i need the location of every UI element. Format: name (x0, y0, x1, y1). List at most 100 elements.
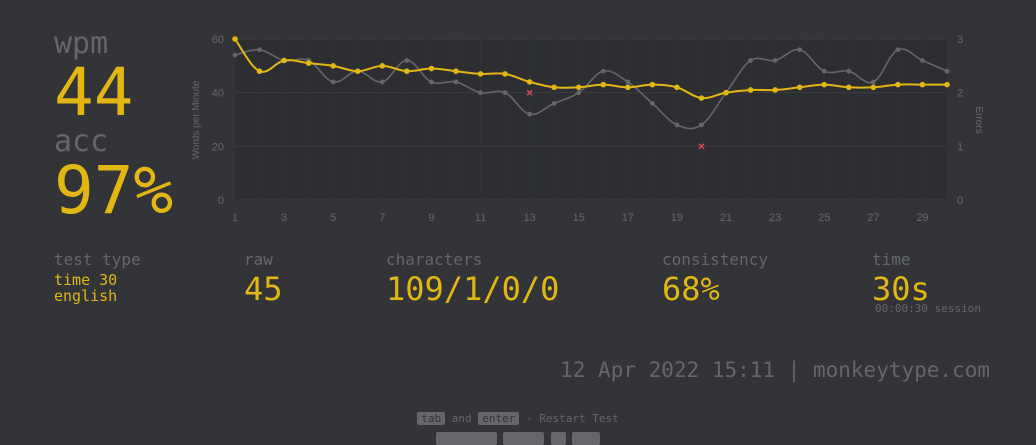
test-type-mode: time 30 (54, 271, 118, 289)
raw-point (576, 90, 582, 96)
chart-x-ticks: 1 3 5 7 9 11 13 15 17 19 21 23 25 27 29 (232, 212, 929, 224)
enter-key: enter (478, 412, 520, 425)
error-cross-stroke (526, 89, 533, 96)
acc-label: acc (54, 124, 109, 159)
x-tick-label: 5 (330, 212, 336, 224)
raw-point (257, 47, 262, 53)
wpm-point (895, 81, 901, 88)
wpm-point (477, 71, 484, 77)
x-tick-label: 9 (428, 212, 434, 224)
test-type-title: test type (54, 250, 141, 269)
wpm-point (453, 68, 459, 74)
wpm-point (674, 84, 680, 91)
raw-point (870, 79, 876, 85)
time-title: time (872, 250, 911, 269)
raw-point (527, 111, 533, 117)
x-tick-label: 7 (379, 212, 385, 224)
characters-value: 109/1/0/0 (386, 270, 560, 308)
wpm-point (404, 68, 410, 74)
consistency-value: 68% (662, 270, 720, 308)
x-tick-label: 21 (720, 212, 732, 224)
restart-text: - Restart Test (526, 412, 619, 425)
acc-value: 97% (54, 152, 174, 229)
raw-value: 45 (244, 270, 283, 308)
x-tick-label: 11 (475, 212, 486, 224)
wpm-point (428, 65, 435, 72)
raw-point (821, 68, 827, 74)
x-tick-label: 13 (523, 212, 535, 224)
wpm-point (919, 81, 926, 88)
raw-point (625, 79, 631, 85)
wpm-point (305, 60, 312, 66)
x-tick-label: 15 (573, 212, 585, 224)
raw-point (379, 79, 385, 85)
wpm-point (944, 81, 950, 88)
x-tick-label: 27 (867, 212, 879, 224)
raw-point (699, 122, 704, 128)
hint-and-text: and (451, 412, 472, 425)
wpm-label: wpm (54, 26, 109, 61)
error-cross-stroke (698, 143, 705, 150)
wpm-value: 44 (54, 54, 134, 131)
raw-point (748, 58, 753, 63)
raw-point (232, 52, 238, 58)
x-tick-label: 29 (916, 212, 928, 224)
characters-title: characters (386, 250, 483, 269)
wpm-point (870, 84, 877, 91)
raw-point (404, 58, 410, 63)
wpm-point (747, 87, 754, 93)
raw-point (453, 79, 459, 85)
raw-point (600, 68, 606, 74)
wpm-point (281, 57, 287, 64)
wpm-point (330, 63, 337, 69)
y2-tick-label: 3 (957, 34, 963, 46)
wpm-point (354, 68, 361, 74)
raw-title: raw (244, 250, 273, 269)
chart-y2-axis-label: Errors (973, 106, 984, 133)
wpm-point (649, 81, 656, 88)
error-marker (526, 89, 533, 96)
raw-point (846, 68, 852, 74)
wpm-point (845, 84, 852, 91)
chart-y-axis-label: Words per Minute (191, 80, 202, 159)
wpm-point (723, 89, 729, 96)
chart-errors (526, 89, 705, 150)
raw-point (330, 79, 336, 85)
date-and-site[interactable]: 12 Apr 2022 15:11 | monkeytype.com (560, 358, 990, 382)
tab-key: tab (417, 412, 446, 425)
x-tick-label: 17 (622, 212, 634, 224)
raw-point (478, 90, 483, 96)
wpm-point (551, 84, 557, 91)
raw-point (895, 47, 901, 53)
session-time: 00:00:30 session (875, 302, 981, 315)
raw-point (551, 101, 557, 106)
raw-point (797, 47, 803, 53)
raw-point (502, 90, 508, 96)
restart-hint: tab and enter - Restart Test (0, 412, 1036, 425)
raw-point (920, 58, 925, 63)
raw-point (649, 101, 655, 106)
y-tick-label: 20 (212, 141, 224, 153)
x-tick-label: 23 (769, 212, 781, 224)
time-value: 30s (872, 270, 930, 308)
y2-tick-label: 0 (957, 195, 963, 207)
wpm-point (526, 79, 533, 85)
chart-plot-area (235, 39, 947, 200)
raw-point (944, 68, 950, 74)
x-tick-label: 3 (281, 212, 287, 224)
wpm-point (772, 87, 778, 93)
chart-series (232, 36, 950, 130)
y-tick-label: 0 (218, 195, 224, 207)
chart-y-ticks: 0 20 40 60 (212, 34, 224, 207)
wpm-point (796, 84, 803, 91)
raw-point (772, 58, 778, 63)
test-type-language: english (54, 287, 118, 305)
x-tick-label: 25 (818, 212, 830, 224)
wpm-point (379, 63, 386, 69)
y-tick-label: 40 (212, 88, 224, 100)
wpm-point (625, 84, 631, 91)
wpm-point (600, 81, 607, 88)
x-tick-label: 1 (232, 212, 238, 224)
y2-tick-label: 2 (957, 88, 963, 100)
